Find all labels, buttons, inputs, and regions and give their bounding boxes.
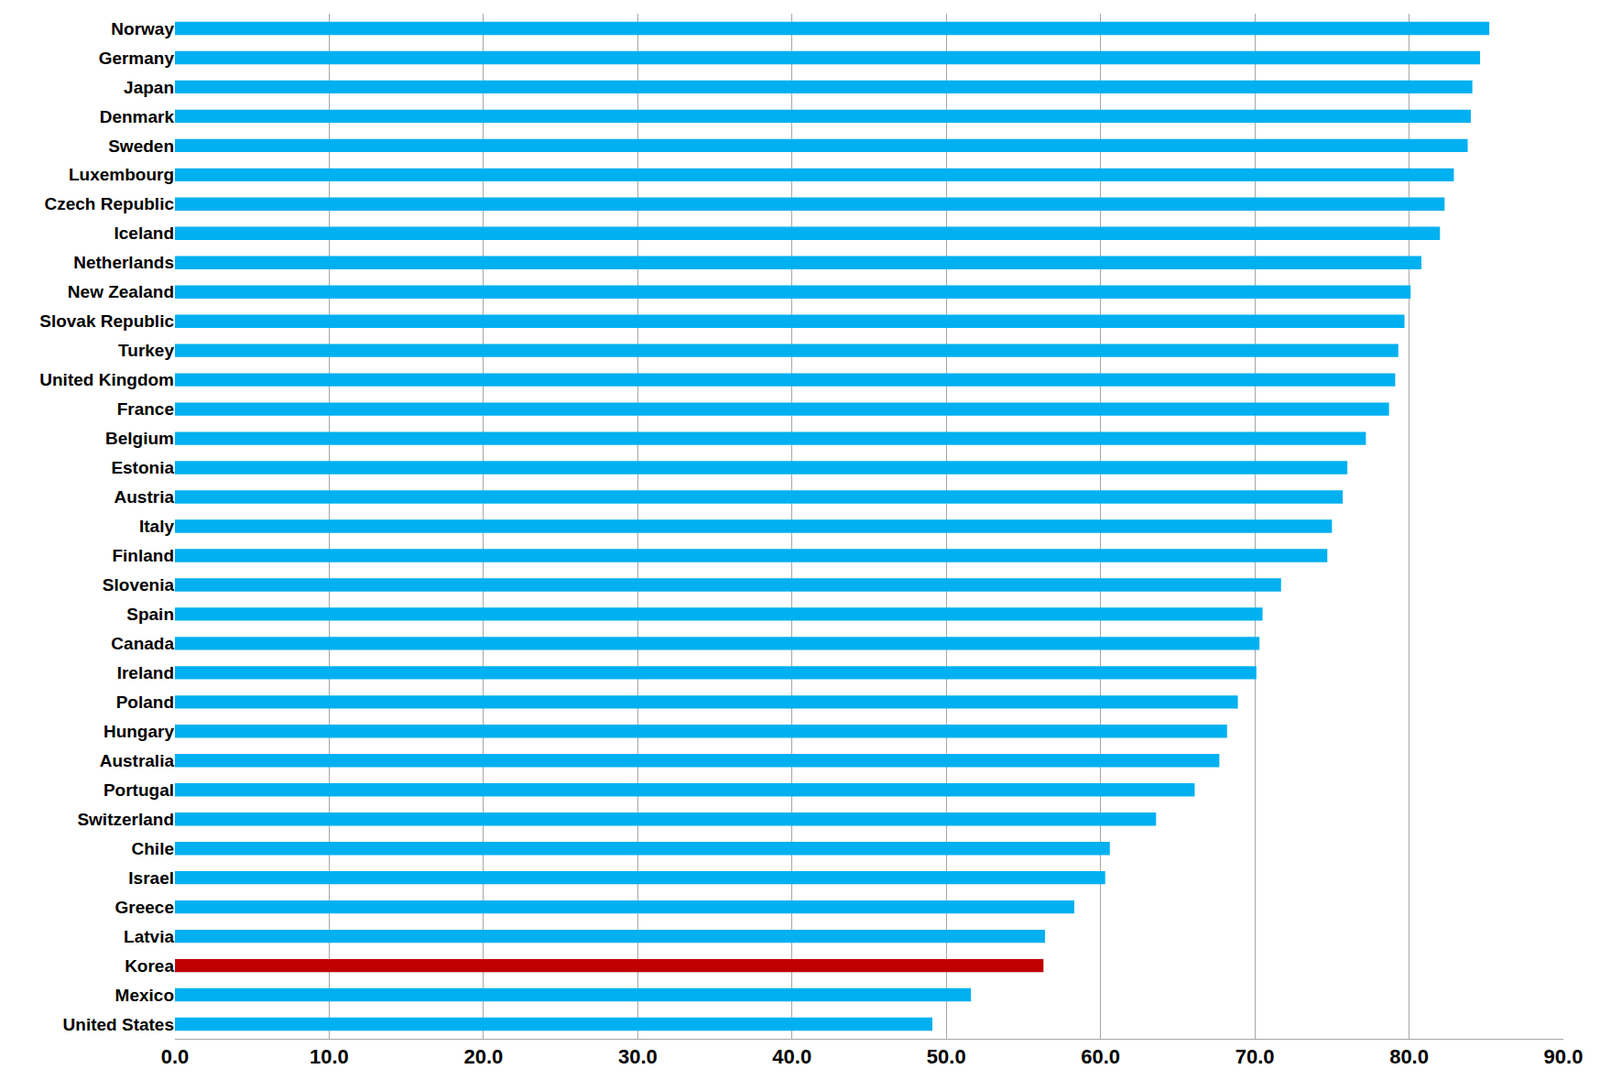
svg-text:Netherlands: Netherlands — [73, 252, 175, 273]
svg-text:Austria: Austria — [114, 487, 175, 507]
svg-text:30.0: 30.0 — [618, 1044, 658, 1068]
svg-text:Portugal: Portugal — [103, 780, 175, 800]
svg-text:Ireland: Ireland — [117, 663, 175, 683]
svg-text:Greece: Greece — [115, 897, 175, 917]
svg-text:Chile: Chile — [131, 838, 175, 859]
svg-text:Finland: Finland — [111, 545, 175, 566]
svg-text:Estonia: Estonia — [110, 457, 175, 478]
svg-text:40.0: 40.0 — [772, 1044, 812, 1068]
svg-text:Poland: Poland — [116, 692, 175, 712]
svg-text:Australia: Australia — [99, 751, 175, 771]
svg-text:90.0: 90.0 — [1544, 1044, 1584, 1068]
svg-text:Hungary: Hungary — [103, 721, 175, 741]
svg-text:0.0: 0.0 — [161, 1044, 190, 1068]
svg-text:Czech Republic: Czech Republic — [44, 194, 175, 214]
svg-text:France: France — [117, 399, 175, 419]
svg-text:80.0: 80.0 — [1389, 1044, 1429, 1068]
svg-text:Canada: Canada — [110, 633, 175, 654]
svg-text:Norway: Norway — [110, 19, 175, 39]
svg-text:Slovak Republic: Slovak Republic — [39, 311, 175, 331]
svg-text:50.0: 50.0 — [926, 1044, 967, 1068]
svg-text:60.0: 60.0 — [1080, 1044, 1121, 1068]
svg-text:Denmark: Denmark — [99, 107, 175, 127]
svg-text:Spain: Spain — [126, 604, 175, 624]
svg-text:Sweden: Sweden — [108, 136, 175, 156]
svg-text:Korea: Korea — [124, 956, 175, 976]
svg-text:Luxembourg: Luxembourg — [68, 164, 175, 185]
svg-text:Japan: Japan — [123, 77, 175, 98]
svg-text:Israel: Israel — [128, 868, 175, 888]
svg-text:Belgium: Belgium — [105, 428, 175, 448]
svg-text:Latvia: Latvia — [123, 926, 175, 947]
svg-text:Iceland: Iceland — [114, 223, 175, 243]
svg-text:20.0: 20.0 — [463, 1044, 503, 1068]
svg-text:70.0: 70.0 — [1235, 1044, 1275, 1068]
svg-text:Italy: Italy — [139, 516, 175, 536]
svg-text:Slovenia: Slovenia — [102, 575, 175, 595]
svg-text:Turkey: Turkey — [118, 340, 175, 360]
svg-text:New Zealand: New Zealand — [67, 282, 175, 302]
svg-text:10.0: 10.0 — [309, 1044, 349, 1068]
svg-text:United Kingdom: United Kingdom — [39, 370, 175, 390]
svg-text:Mexico: Mexico — [115, 985, 175, 1005]
svg-text:Switzerland: Switzerland — [76, 809, 175, 829]
svg-text:Germany: Germany — [98, 48, 175, 68]
svg-text:United States: United States — [63, 1014, 175, 1035]
